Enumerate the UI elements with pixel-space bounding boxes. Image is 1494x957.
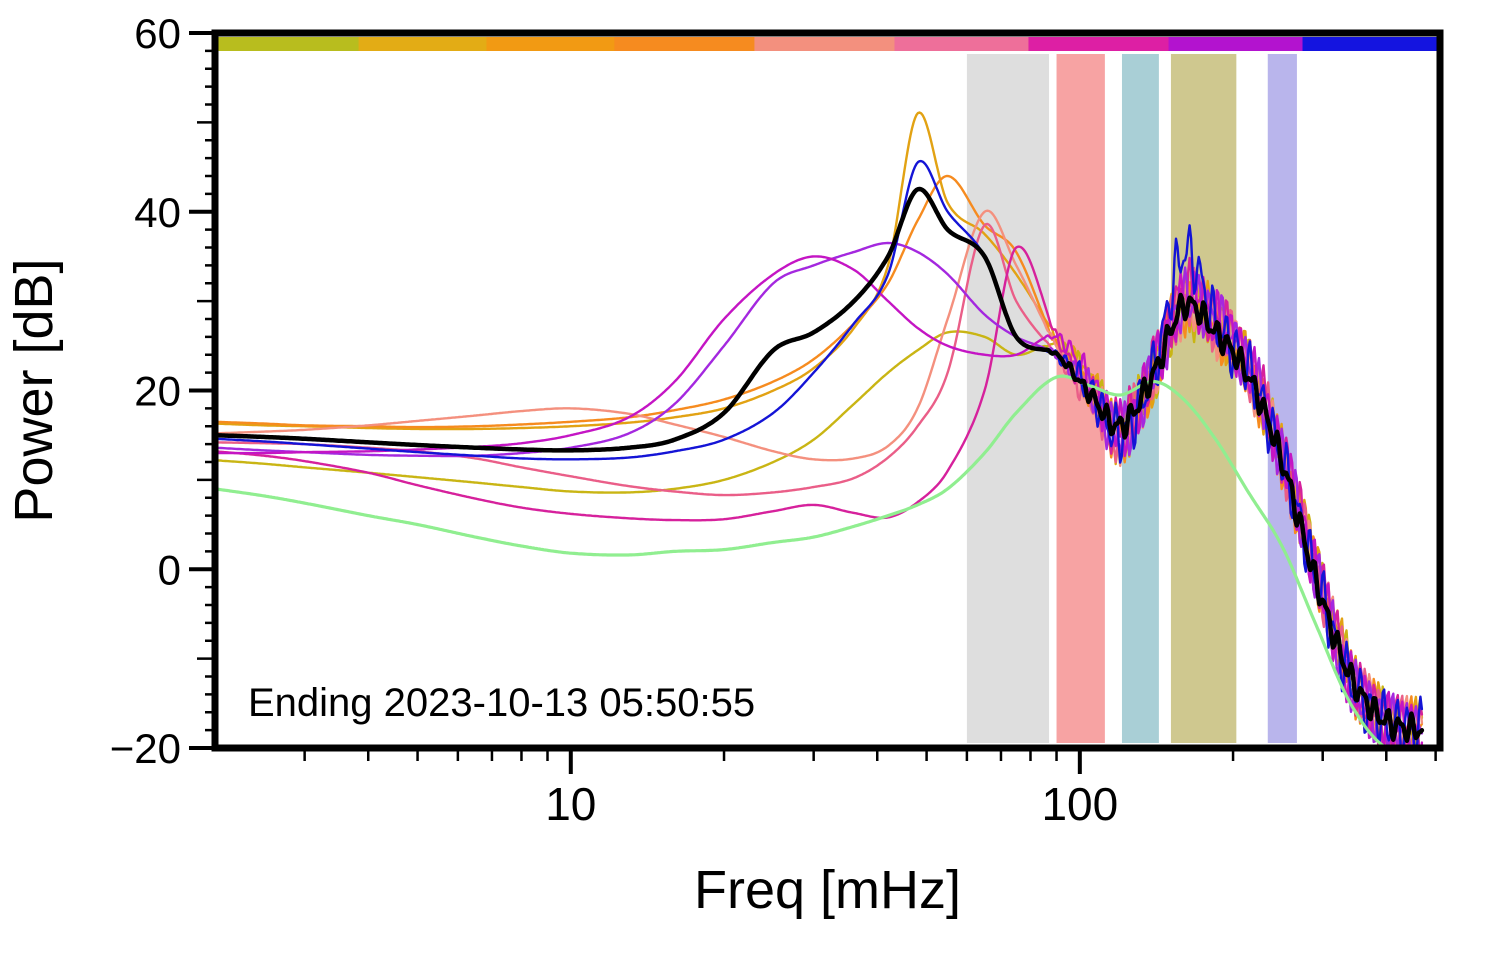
colorbar-segment <box>1302 37 1438 51</box>
y-tick-label: −20 <box>110 725 181 772</box>
x-tick-label: 100 <box>1041 778 1118 830</box>
time-colorbar <box>218 37 1438 51</box>
x-ticks: 10 100 <box>303 748 1437 830</box>
y-tick-label: 20 <box>134 368 181 415</box>
curve-orange <box>215 174 1424 748</box>
curve-mean <box>215 186 1425 744</box>
x-axis-title: Freq [mHz] <box>694 860 961 920</box>
curve-violet <box>215 241 1424 748</box>
colorbar-segment <box>486 37 616 51</box>
y-tick-label: 60 <box>134 10 181 57</box>
colorbar-segment <box>1028 37 1170 51</box>
spectrum-curves <box>215 111 1425 748</box>
y-tick-label: 40 <box>134 189 181 236</box>
y-ticks: 60 40 20 0 −20 <box>110 10 215 772</box>
x-tick-label: 10 <box>545 778 596 830</box>
y-axis-title: Power [dB] <box>4 258 64 522</box>
y-tick-label: 0 <box>158 546 181 593</box>
colorbar-segment <box>218 37 360 51</box>
band-gray <box>966 54 1050 743</box>
colorbar-segment <box>894 37 1030 51</box>
colorbar-segment <box>614 37 756 51</box>
colorbar-segment <box>358 37 488 51</box>
colorbar-segment <box>1168 37 1304 51</box>
ending-time-annotation: Ending 2023-10-13 05:50:55 <box>248 681 755 725</box>
colorbar-segment <box>754 37 896 51</box>
curve-green <box>215 374 1424 748</box>
